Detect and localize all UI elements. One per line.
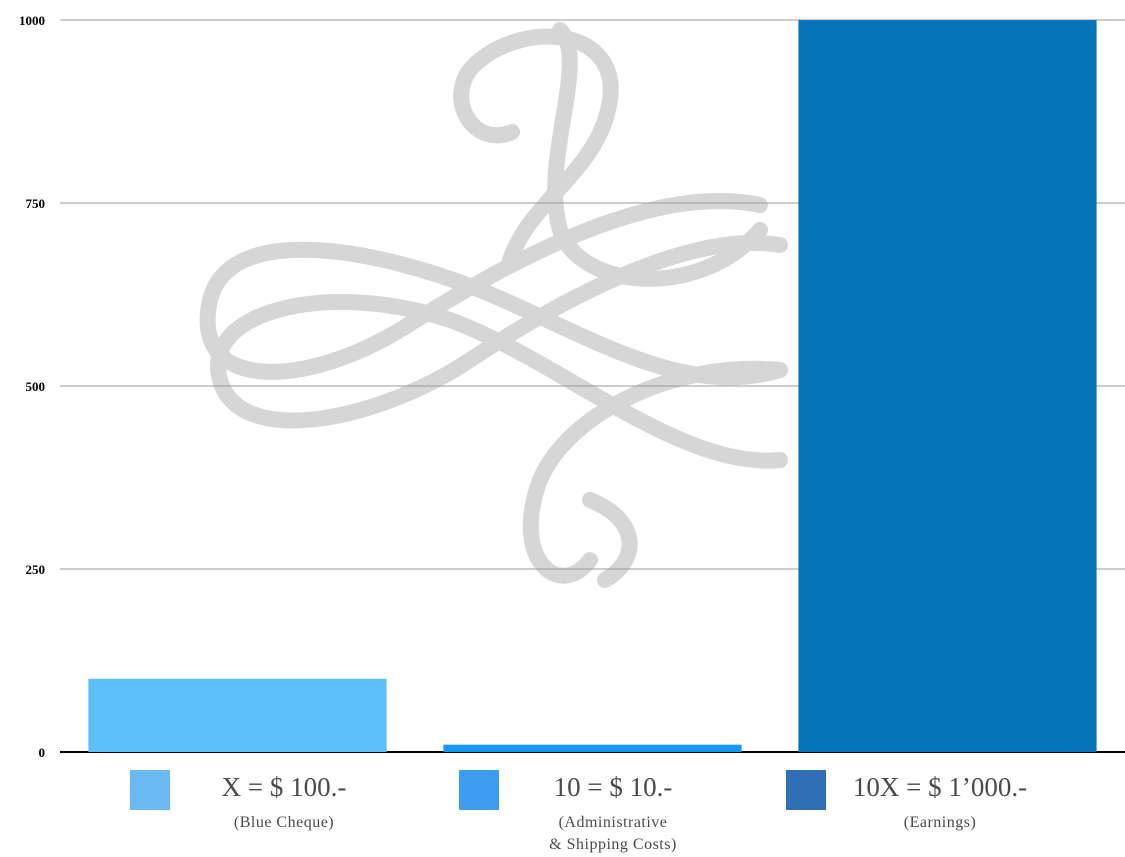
legend-subtitle: (Administrative & Shipping Costs) xyxy=(503,812,723,856)
legend-swatch xyxy=(130,770,170,810)
y-tick-label: 0 xyxy=(39,745,46,760)
legend-title: 10 = $ 10.- xyxy=(553,772,673,802)
legend-title: X = $ 100.- xyxy=(221,772,347,802)
y-tick-label: 1000 xyxy=(19,13,45,28)
legend-item-3: 10X = $ 1’000.- (Earnings) xyxy=(786,762,1106,852)
legend-subtitle: (Earnings) xyxy=(903,814,977,831)
y-tick-label: 750 xyxy=(26,196,46,211)
legend-title: 10X = $ 1’000.- xyxy=(852,772,1028,802)
legend-swatch xyxy=(459,770,499,810)
bar-chart: 0 250 500 750 1000 xyxy=(19,13,1125,760)
bar-3 xyxy=(798,20,1097,752)
legend-subtitle-line1: (Administrative xyxy=(558,814,668,831)
y-tick-label: 250 xyxy=(26,562,46,577)
bar-1 xyxy=(88,678,387,752)
bar-2 xyxy=(443,744,742,752)
legend-subtitle-line2: & Shipping Costs) xyxy=(549,836,677,853)
legend-swatch xyxy=(786,770,826,810)
legend-subtitle: (Blue Cheque) xyxy=(233,814,335,831)
legend-item-1: X = $ 100.- (Blue Cheque) xyxy=(130,762,450,852)
calligraphic-flourish-watermark xyxy=(199,22,788,588)
y-tick-label: 500 xyxy=(26,379,46,394)
legend-item-2: 10 = $ 10.- (Administrative & Shipping C… xyxy=(459,762,779,853)
